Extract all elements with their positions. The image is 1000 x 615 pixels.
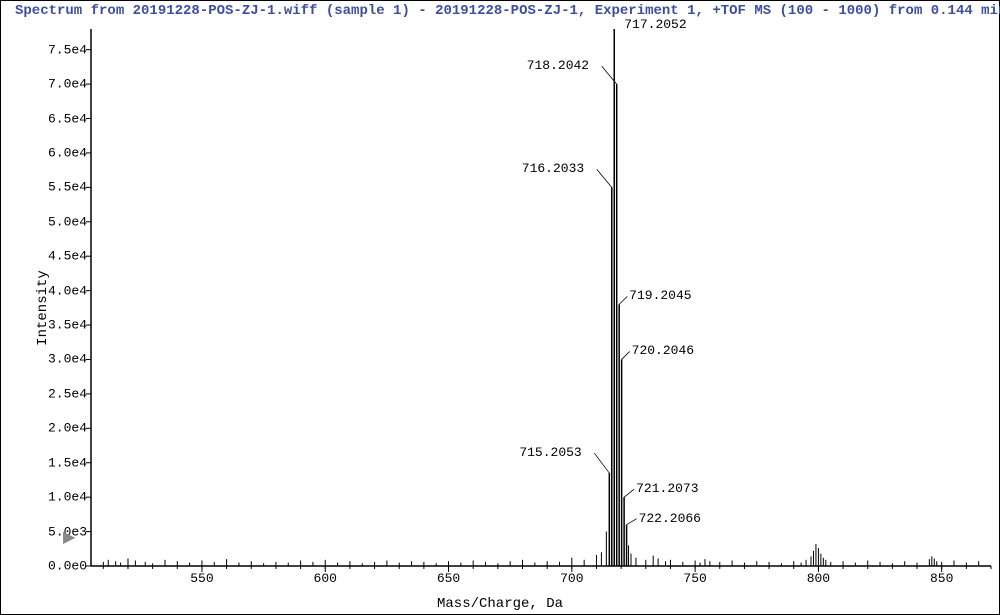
y-tick-label: 2.5e4	[48, 386, 87, 401]
x-tick-label: 750	[683, 571, 706, 586]
peak-label: 722.2066	[639, 511, 701, 526]
x-axis-label: Mass/Charge, Da	[437, 596, 563, 612]
y-tick-label: 2.0e4	[48, 421, 87, 436]
axes-svg	[91, 29, 991, 566]
y-tick-label: 7.5e4	[48, 42, 87, 57]
y-tick-label: 4.0e4	[48, 283, 87, 298]
x-tick-label: 650	[437, 571, 460, 586]
origin-arrow-icon: ▶	[63, 530, 75, 546]
y-axis-label: Intensity	[35, 270, 51, 346]
y-tick-label: 6.0e4	[48, 145, 87, 160]
x-tick-label: 700	[560, 571, 583, 586]
y-tick-label: 1.5e4	[48, 455, 87, 470]
peak-label: 716.2033	[522, 161, 584, 176]
chart-title: Spectrum from 20191228-POS-ZJ-1.wiff (sa…	[15, 3, 989, 19]
y-tick-label: 5.0e4	[48, 214, 87, 229]
peak-label: 715.2053	[519, 445, 581, 460]
peak-label: 719.2045	[629, 288, 691, 303]
y-tick-label: 5.5e4	[48, 180, 87, 195]
spectrum-chart: Spectrum from 20191228-POS-ZJ-1.wiff (sa…	[0, 0, 1000, 615]
y-tick-label: 1.0e4	[48, 490, 87, 505]
y-tick-label: 3.0e4	[48, 352, 87, 367]
y-tick-label: 6.5e4	[48, 111, 87, 126]
peak-label: 720.2046	[632, 343, 694, 358]
peak-label: 718.2042	[527, 58, 589, 73]
peak-label: 717.2052	[624, 17, 686, 32]
peak-label: 721.2073	[636, 481, 698, 496]
x-tick-label: 800	[807, 571, 830, 586]
y-tick-label: 3.5e4	[48, 318, 87, 333]
x-tick-label: 850	[930, 571, 953, 586]
x-tick-label: 600	[314, 571, 337, 586]
y-tick-label: 0.0e0	[48, 559, 87, 574]
plot-area	[91, 29, 989, 564]
y-tick-label: 7.0e4	[48, 77, 87, 92]
y-tick-label: 4.5e4	[48, 249, 87, 264]
x-tick-label: 550	[190, 571, 213, 586]
